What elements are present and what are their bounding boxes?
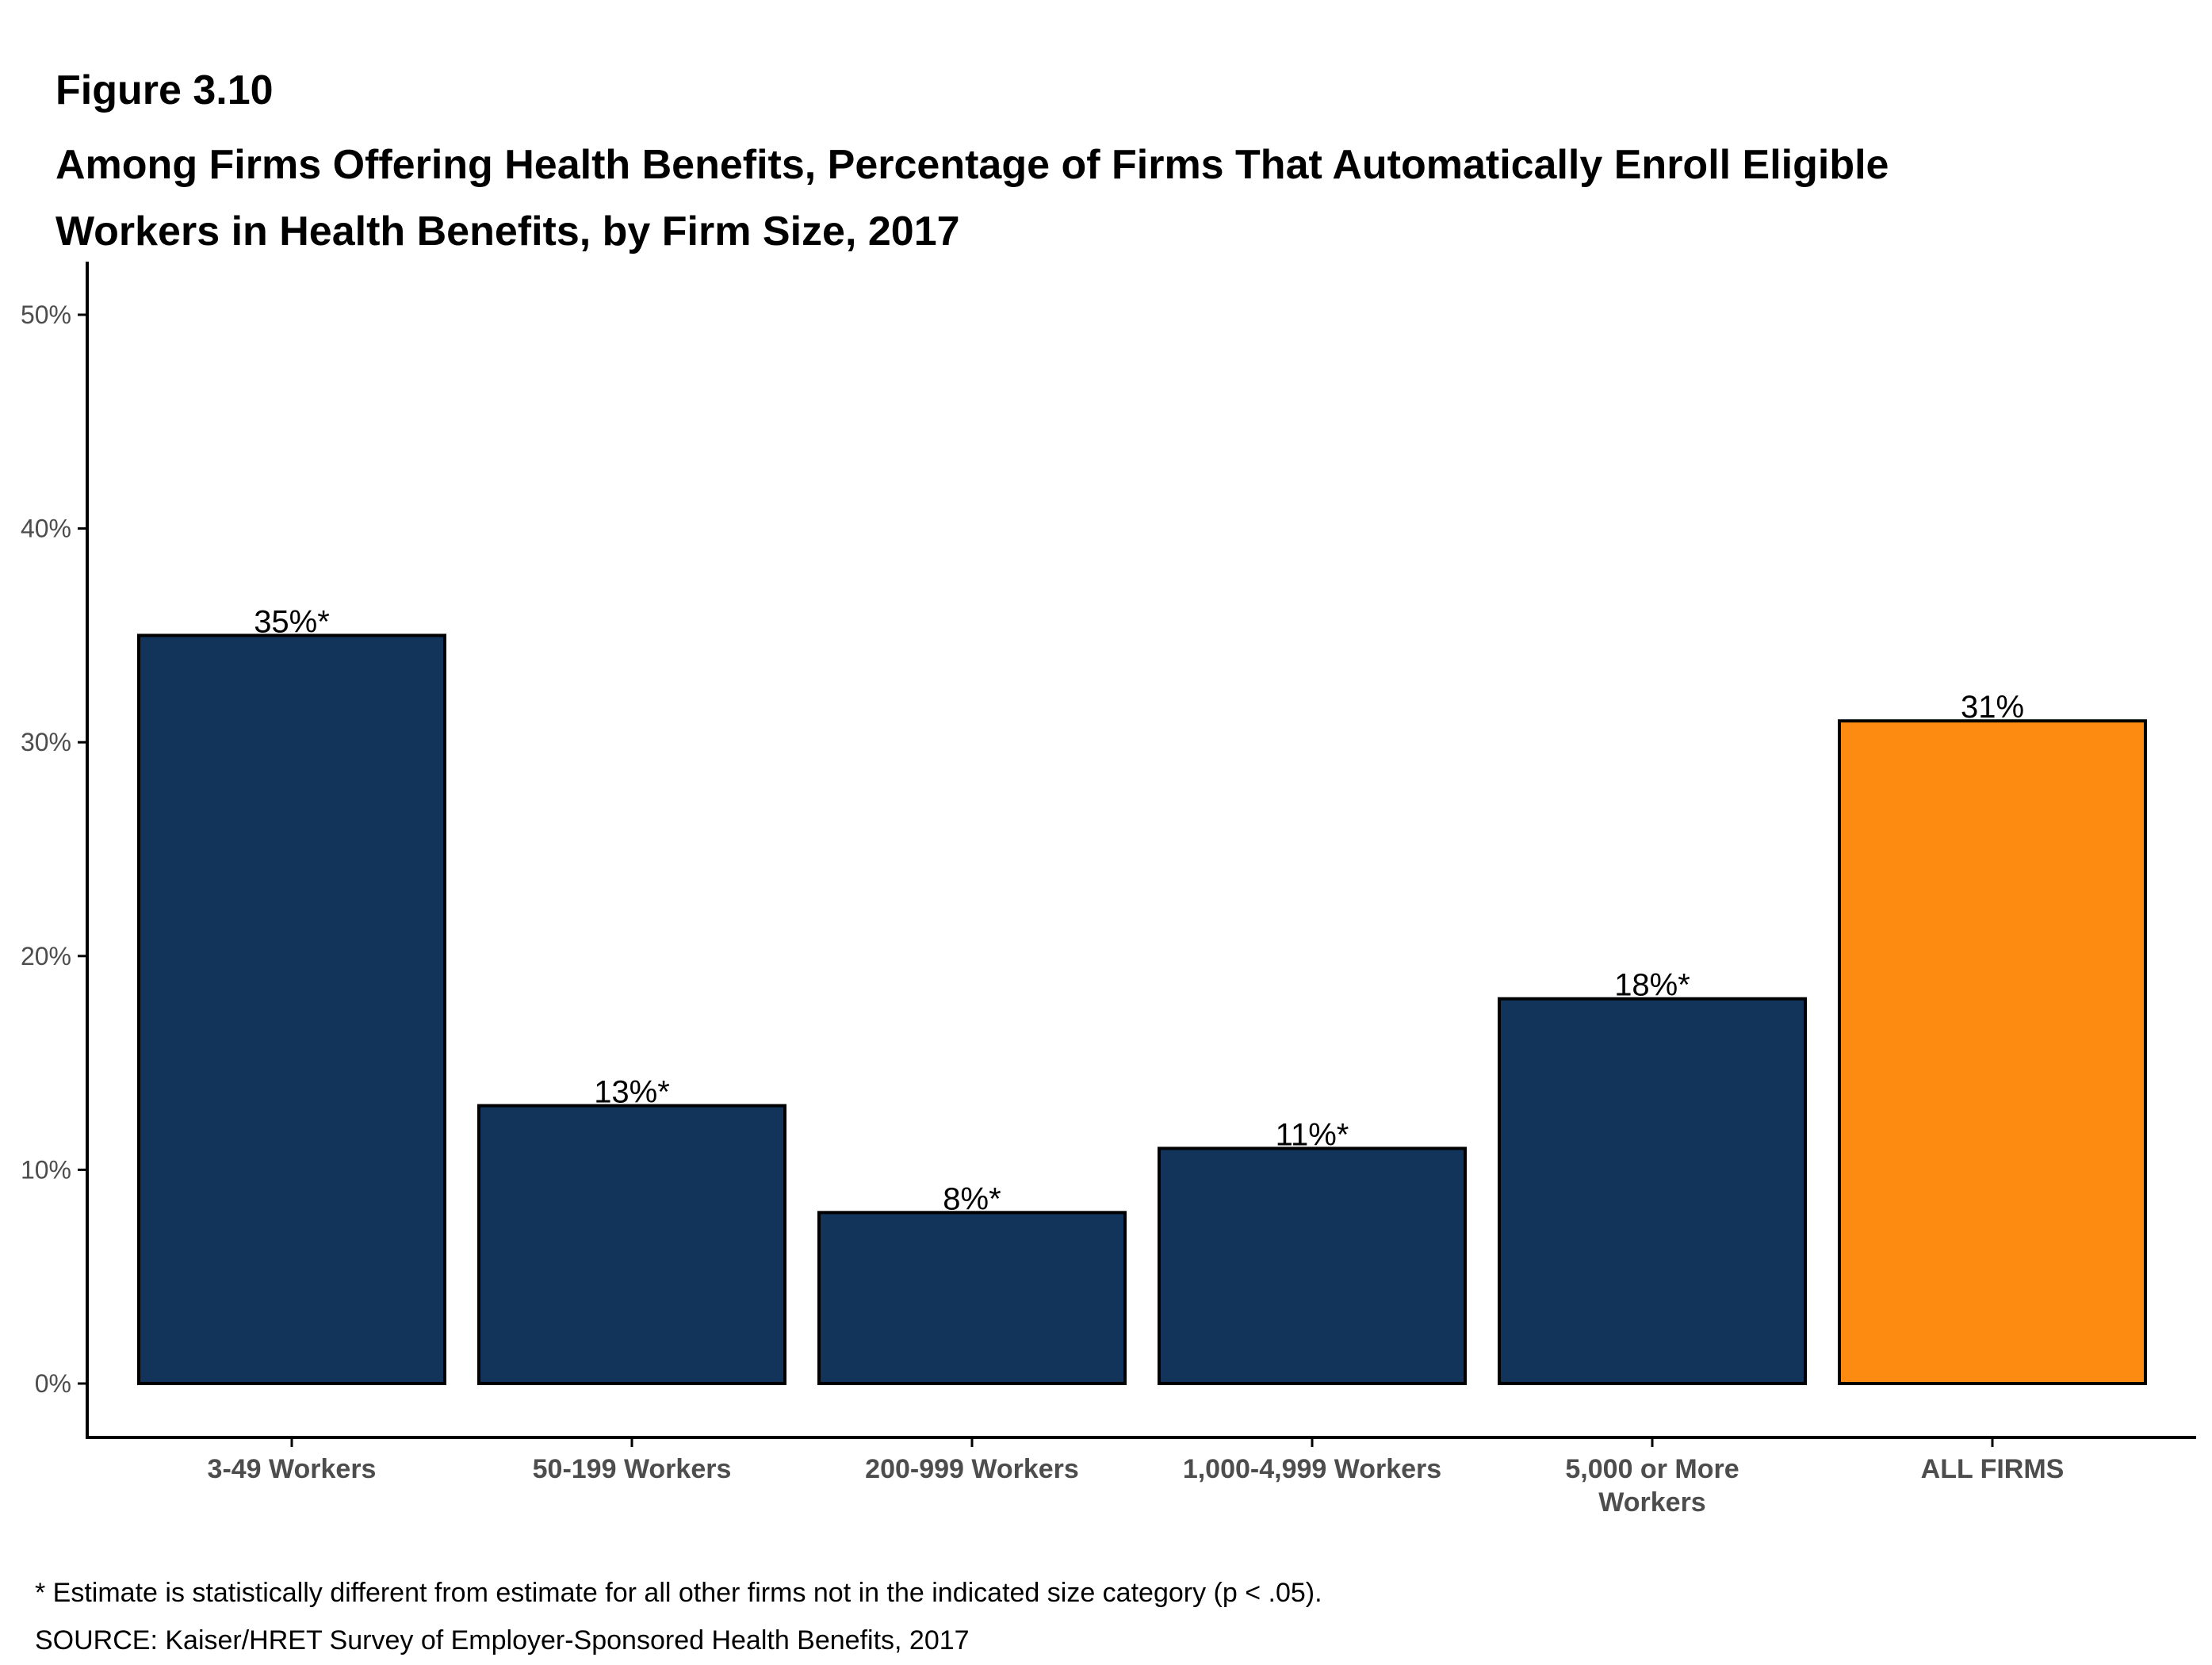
bar bbox=[1498, 997, 1807, 1385]
y-tick-label: 50% bbox=[21, 300, 71, 329]
y-tick-label: 30% bbox=[21, 728, 71, 756]
data-label: 11%* bbox=[1276, 1117, 1349, 1152]
source-note: SOURCE: Kaiser/HRET Survey of Employer-S… bbox=[35, 1625, 970, 1655]
x-axis: 3-49 Workers 50-199 Workers 200-999 Worker… bbox=[86, 1436, 2196, 1518]
x-tick-label: 3-49 Workers bbox=[208, 1454, 377, 1484]
y-tick-label: 0% bbox=[35, 1369, 71, 1398]
bars bbox=[137, 633, 2147, 1386]
bar bbox=[477, 1104, 786, 1386]
x-tick-label: 1,000-4,999 Workers bbox=[1183, 1454, 1441, 1484]
y-tick-label: 40% bbox=[21, 515, 71, 543]
y-tick-label: 10% bbox=[21, 1155, 71, 1184]
footnote: * Estimate is statistically different fr… bbox=[35, 1578, 1322, 1608]
bar bbox=[1838, 719, 2147, 1385]
data-label: 31% bbox=[1961, 690, 2024, 725]
x-tick-label: 5,000 or More Workers bbox=[1565, 1454, 1739, 1518]
x-tick-label: 200-999 Workers bbox=[865, 1454, 1079, 1484]
data-label: 18%* bbox=[1614, 968, 1690, 1003]
chart-title: Among Firms Offering Health Benefits, Pe… bbox=[55, 142, 1889, 255]
bar bbox=[817, 1211, 1127, 1385]
data-label: 8%* bbox=[943, 1181, 1001, 1216]
data-label: 35%* bbox=[254, 604, 330, 639]
y-tick-label: 20% bbox=[21, 942, 71, 970]
y-axis: 0% 10% 20% 30% 40% 50% bbox=[21, 262, 89, 1437]
bar-labels: 35%* 13%* 8%* 11%* 18%* 31% bbox=[254, 604, 2024, 1216]
bar bbox=[137, 633, 446, 1385]
x-tick-label: 50-199 Workers bbox=[533, 1454, 732, 1484]
bar bbox=[1158, 1146, 1467, 1385]
x-tick-label: ALL FIRMS bbox=[1921, 1454, 2065, 1484]
figure-number: Figure 3.10 bbox=[55, 67, 274, 113]
data-label: 13%* bbox=[594, 1075, 670, 1110]
